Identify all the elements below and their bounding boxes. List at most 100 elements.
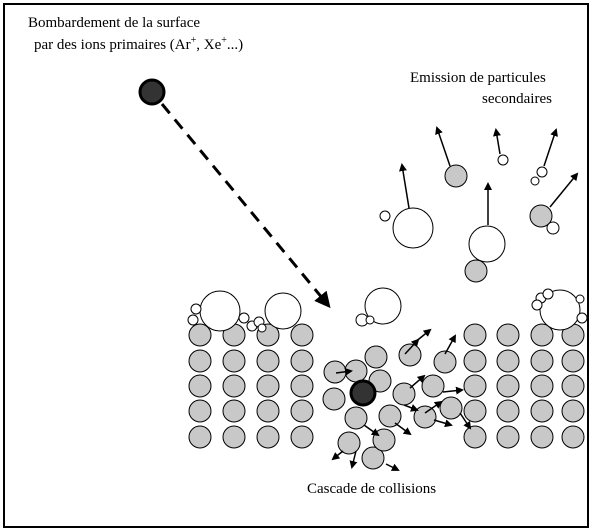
surface-atom (539, 289, 581, 331)
atom (256, 399, 280, 423)
surface-atom (497, 154, 509, 166)
atom (188, 399, 212, 423)
arrow (385, 463, 400, 471)
atom (530, 399, 554, 423)
atom (433, 350, 457, 374)
ion-trajectory (160, 103, 331, 309)
atoms (187, 126, 588, 471)
arrow (363, 424, 380, 437)
atom (398, 343, 422, 367)
arrow (413, 328, 432, 344)
surface-atom (264, 292, 302, 330)
arrow (493, 128, 501, 155)
surface-atom (187, 314, 199, 326)
atom (188, 374, 212, 398)
atom (378, 404, 402, 428)
atom (530, 374, 554, 398)
atom (222, 425, 246, 449)
atom (256, 374, 280, 398)
arrow (433, 419, 453, 428)
surface-atom (575, 294, 585, 304)
atom (322, 387, 346, 411)
atom (439, 396, 463, 420)
surface-atom (392, 207, 434, 249)
emission-line2: secondaires (482, 91, 552, 107)
surface-atom (257, 323, 267, 333)
atom (337, 431, 361, 455)
text-part: par des ions primaires (Ar (34, 37, 191, 53)
arrow (335, 367, 353, 376)
emission-line1: Emission de particules (410, 70, 546, 86)
arrow (442, 386, 464, 395)
surface-atom (379, 210, 391, 222)
arrow (444, 334, 456, 355)
atom (188, 349, 212, 373)
atom (463, 425, 487, 449)
arrow (459, 412, 472, 430)
superscript: + (191, 35, 197, 46)
surface-atom (468, 225, 506, 263)
atom (413, 405, 437, 429)
surface-atom (364, 287, 402, 325)
atom (463, 349, 487, 373)
atom (364, 345, 388, 369)
atom (290, 399, 314, 423)
atom (561, 425, 585, 449)
arrow (399, 163, 410, 209)
bombardment-line2: par des ions primaires (Ar+, Xe+...) (34, 35, 243, 53)
text-part: , Xe (196, 37, 221, 53)
surface-atom (542, 288, 554, 300)
arrow (549, 172, 579, 208)
superscript: + (221, 35, 227, 46)
atom (188, 425, 212, 449)
atom (529, 204, 553, 228)
arrow (409, 374, 426, 389)
surface-atom (531, 299, 543, 311)
surface-atom (546, 221, 560, 235)
atom (344, 406, 368, 430)
atom (290, 374, 314, 398)
atom (463, 374, 487, 398)
atom (290, 323, 314, 347)
surface-atom (238, 312, 250, 324)
atom (561, 349, 585, 373)
arrow (403, 404, 419, 412)
atom (561, 374, 585, 398)
atom (496, 349, 520, 373)
cascade-label: Cascade de collisions (307, 481, 436, 497)
atom (444, 164, 468, 188)
surface-atom (199, 290, 241, 332)
surface-atom (365, 315, 375, 325)
atom (496, 425, 520, 449)
atom (256, 349, 280, 373)
atom (496, 323, 520, 347)
atom (561, 399, 585, 423)
atom (222, 349, 246, 373)
atom (421, 374, 445, 398)
arrow (331, 450, 344, 461)
atom (256, 425, 280, 449)
arrow (435, 126, 451, 167)
recoil-ion (349, 379, 377, 407)
arrow (543, 128, 558, 167)
arrow (349, 450, 358, 469)
surface-atom (190, 303, 202, 315)
atom (372, 428, 396, 452)
atom (290, 349, 314, 373)
arrow (424, 400, 443, 414)
text-part: ...) (227, 37, 243, 53)
atom (496, 399, 520, 423)
atom (464, 259, 488, 283)
atom (290, 425, 314, 449)
bombardment-line1: Bombardement de la surface (28, 15, 200, 31)
atom (463, 323, 487, 347)
atom (222, 399, 246, 423)
surface-atom (576, 312, 588, 324)
surface-atom (536, 166, 548, 178)
primary-ion (138, 78, 166, 106)
surface-atom (530, 176, 540, 186)
atom (530, 323, 554, 347)
atom (463, 399, 487, 423)
atom (361, 446, 385, 470)
